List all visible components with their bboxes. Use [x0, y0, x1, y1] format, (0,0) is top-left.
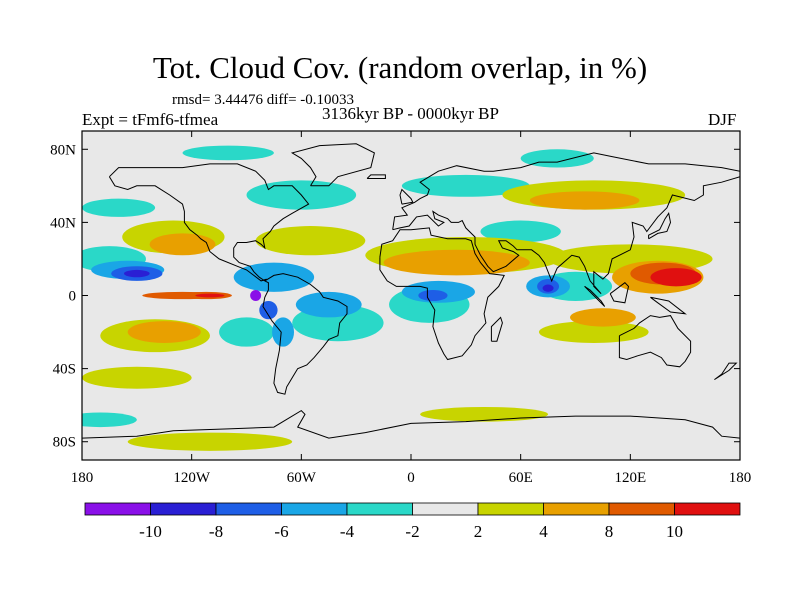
anomaly-region	[82, 198, 156, 217]
anomaly-region	[149, 233, 216, 256]
colorbar-swatch	[412, 502, 479, 516]
colorbar-swatch	[84, 502, 151, 516]
colorbar-label: 4	[539, 522, 548, 541]
coastline	[714, 362, 738, 381]
anomaly-region	[127, 432, 293, 451]
y-tick-label: 80S	[53, 435, 76, 451]
anomaly-region	[82, 412, 137, 428]
anomaly-region	[272, 317, 295, 347]
colorbar-swatch	[543, 502, 610, 516]
latitude-axis: 80N 40N 0 40S 80S	[50, 142, 740, 451]
longitude-axis: 180 120W 60W 0 60E 120E 180	[71, 131, 752, 486]
anomaly-region	[418, 290, 448, 301]
colorbar-swatch	[215, 502, 282, 516]
anomaly-region	[570, 308, 636, 327]
anomaly-region	[292, 339, 384, 369]
colorbar-label: 2	[474, 522, 483, 541]
anomaly-region	[219, 317, 274, 347]
colorbar-swatch	[477, 502, 544, 516]
y-tick-label: 80N	[50, 142, 76, 158]
coastline	[399, 188, 414, 205]
coastline	[648, 212, 672, 240]
colorbar-swatch	[608, 502, 675, 516]
colorbar-swatch	[346, 502, 413, 516]
anomaly-regions	[82, 138, 713, 451]
colorbar-label: -2	[405, 522, 419, 541]
x-tick-label: 120E	[614, 470, 646, 486]
coastline	[618, 315, 692, 368]
anomaly-region	[529, 191, 640, 210]
anomaly-region	[195, 293, 225, 298]
anomaly-region	[542, 284, 554, 292]
anomaly-region	[295, 291, 362, 318]
coastline	[392, 152, 740, 295]
x-tick-label: 180	[729, 470, 752, 486]
colorbar-swatch	[281, 502, 348, 516]
anomaly-region	[127, 321, 201, 344]
coastline	[584, 285, 606, 307]
colorbar-label: 8	[605, 522, 614, 541]
colorbar: -10 -8 -6 -4 -2 2 4 8 10	[84, 502, 741, 541]
coastline	[290, 143, 375, 187]
anomaly-region	[520, 149, 594, 168]
anomaly-region	[250, 290, 262, 301]
colorbar-swatch	[150, 502, 217, 516]
x-tick-label: 60E	[509, 470, 533, 486]
anomaly-region	[82, 366, 192, 389]
season-label: DJF	[708, 110, 737, 129]
time-period-label: 3136kyr BP - 0000kyr BP	[322, 104, 499, 123]
colorbar-label: -8	[209, 522, 223, 541]
coastline	[650, 296, 687, 315]
coastline	[379, 227, 505, 361]
anomaly-region	[520, 138, 667, 153]
x-tick-label: 120W	[173, 470, 211, 486]
colorbar-label: -4	[340, 522, 355, 541]
coastline	[108, 163, 310, 282]
x-tick-label: 60W	[287, 470, 317, 486]
y-tick-label: 40S	[53, 362, 76, 378]
anomaly-region	[233, 262, 315, 292]
anomaly-region	[420, 406, 549, 422]
plot-title: Tot. Cloud Cov. (random overlap, in %)	[152, 50, 648, 85]
anomaly-region	[538, 321, 649, 344]
anomaly-region	[182, 145, 274, 161]
anomaly-region	[456, 361, 585, 384]
coastline	[82, 409, 740, 439]
anomaly-region	[480, 220, 561, 243]
colorbar-label: -6	[274, 522, 288, 541]
experiment-label: Expt = tFmf6-tfmea	[82, 110, 219, 129]
anomaly-region	[401, 174, 530, 197]
colorbar-label: -10	[139, 522, 162, 541]
rmsd-diff-stats: rmsd= 3.44476 diff= -0.10033	[172, 92, 355, 108]
anomaly-region	[650, 268, 702, 287]
anomaly-region	[383, 249, 530, 276]
coastline	[609, 282, 630, 304]
anomaly-region	[124, 269, 150, 278]
colorbar-swatch	[674, 502, 741, 516]
x-tick-label: 0	[407, 470, 415, 486]
coastlines	[82, 143, 740, 439]
x-tick-label: 180	[71, 470, 94, 486]
anomaly-region	[259, 300, 278, 320]
y-tick-label: 0	[69, 289, 77, 305]
colorbar-label: 10	[666, 522, 683, 541]
coastline	[490, 316, 503, 342]
y-tick-label: 40N	[50, 215, 76, 231]
coastline	[262, 273, 348, 395]
coastline	[366, 174, 386, 179]
anomaly-region	[255, 226, 366, 256]
